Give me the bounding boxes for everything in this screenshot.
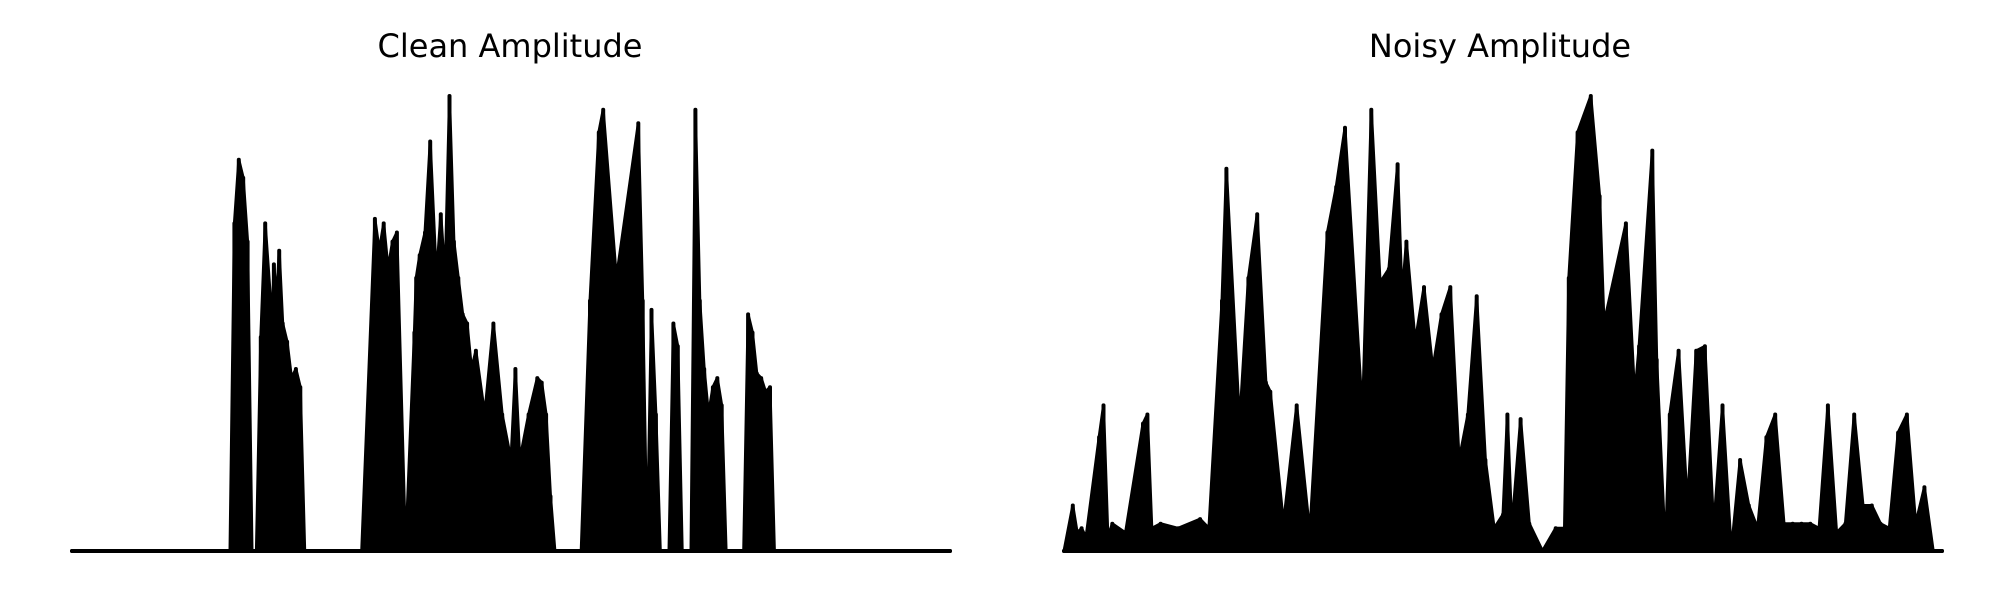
noisy-amplitude-panel: Noisy Amplitude [1062,27,1944,553]
clean-amplitude-panel: Clean Amplitude [70,27,952,553]
clean-amplitude-plot-area [70,94,952,553]
chart-title: Clean Amplitude [378,27,643,65]
noisy-amplitude-plot-area [1062,94,1944,553]
chart-title: Noisy Amplitude [1369,27,1631,65]
